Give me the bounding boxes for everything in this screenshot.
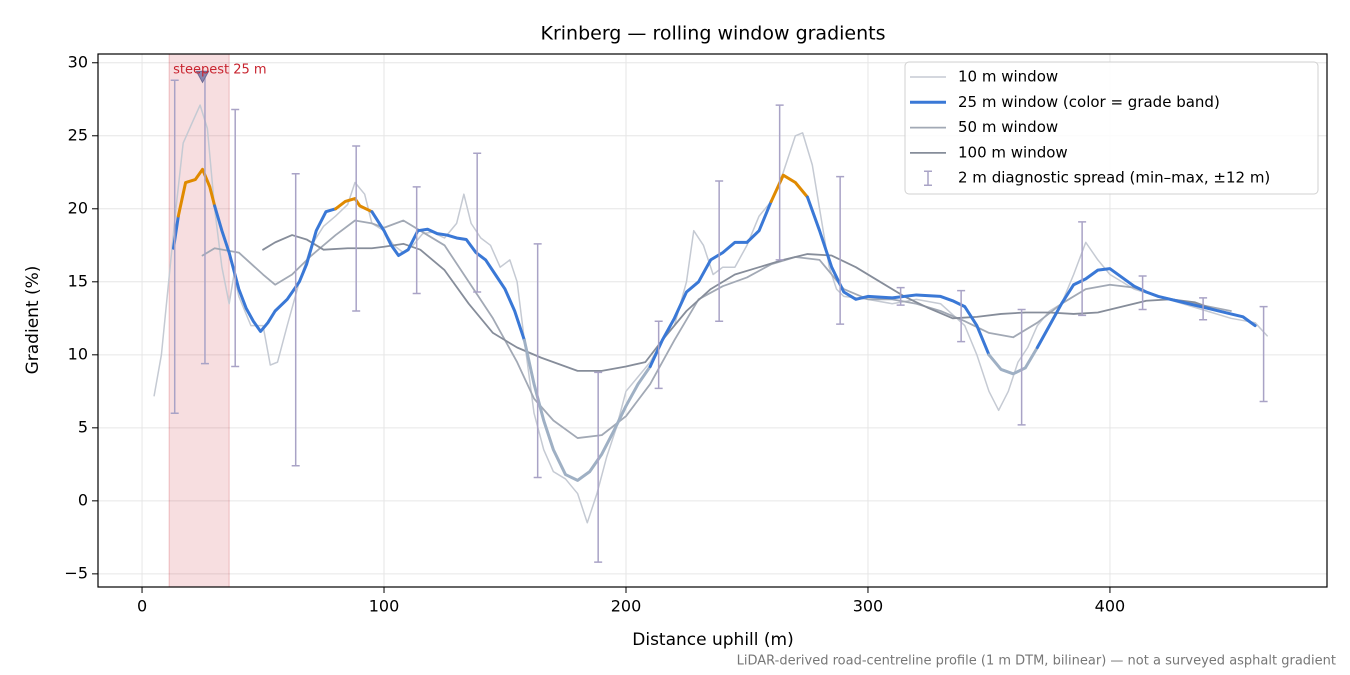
x-tick-label: 200 [611, 597, 642, 616]
error-bar [412, 186, 421, 295]
annotation-text: steepest 25 m [173, 63, 266, 78]
error-bar [533, 243, 542, 479]
error-bar [715, 180, 724, 322]
series-line [153, 104, 1268, 524]
series-line [805, 195, 991, 357]
series-line [370, 210, 526, 342]
y-tick-label: 20 [68, 198, 88, 217]
error-bar [291, 172, 300, 467]
error-bar [170, 79, 179, 414]
series-line [201, 219, 1232, 439]
error-bar [896, 286, 905, 306]
error-bar [654, 320, 663, 390]
series-line [987, 346, 1039, 376]
series-line [176, 167, 217, 218]
y-tick-label: 10 [68, 344, 88, 363]
legend-label: 50 m window [958, 118, 1058, 136]
series-line [522, 338, 652, 482]
error-bar [1078, 221, 1087, 317]
chart-title: Krinberg — rolling window gradients [540, 23, 885, 45]
series-line [1035, 267, 1257, 350]
error-bar [775, 104, 784, 261]
error-bar [1259, 305, 1268, 403]
legend-label: 100 m window [958, 143, 1068, 161]
series-line [334, 197, 374, 214]
error-bar [957, 289, 966, 343]
plot-frame [97, 53, 1328, 588]
error-bar [231, 108, 240, 368]
y-tick-label: 0 [78, 490, 88, 509]
x-axis-label: Distance uphill (m) [632, 630, 793, 650]
x-tick-label: 300 [853, 597, 884, 616]
x-tick-label: 400 [1095, 597, 1126, 616]
error-bar [1138, 275, 1147, 311]
y-tick-label: 5 [78, 417, 88, 436]
steepest-band [168, 53, 230, 588]
y-tick-label: −5 [64, 563, 88, 582]
error-bar [1199, 297, 1208, 321]
series-line [262, 234, 1220, 372]
footnote: LiDAR-derived road-centreline profile (1… [737, 654, 1336, 669]
y-tick-label: 25 [68, 125, 88, 144]
legend-label: 25 m window (color = grade band) [958, 93, 1220, 111]
error-bar [473, 152, 482, 293]
steepest-marker [195, 70, 210, 84]
series-line [648, 199, 773, 368]
legend-label: 2 m diagnostic spread (min–max, ±12 m) [958, 169, 1270, 187]
x-tick-label: 0 [137, 597, 147, 616]
error-bar [1017, 308, 1026, 426]
legend-label: 10 m window [958, 68, 1058, 86]
series-line [769, 173, 809, 203]
error-bar [836, 175, 845, 325]
y-axis-label: Gradient (%) [23, 266, 43, 375]
error-bar [594, 371, 603, 563]
legend-swatch [924, 170, 932, 186]
x-tick-label: 100 [369, 597, 400, 616]
y-tick-label: 15 [68, 271, 88, 290]
error-bar [352, 145, 361, 312]
series-line [213, 204, 338, 333]
legend-box [904, 61, 1319, 195]
y-tick-label: 30 [68, 52, 88, 71]
